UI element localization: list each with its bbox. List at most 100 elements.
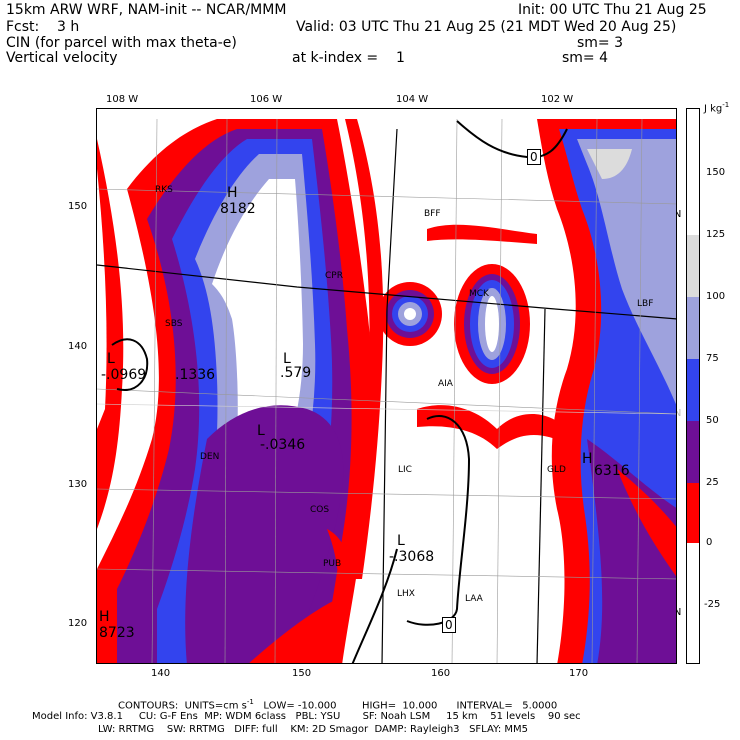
city-label: RKS xyxy=(155,185,173,195)
purple-region xyxy=(587,439,676,663)
white-gap xyxy=(404,308,416,320)
contour-line xyxy=(406,414,471,626)
contour-line xyxy=(111,338,149,391)
low-marker: L xyxy=(257,423,265,439)
lat-lon-grid xyxy=(97,403,676,415)
legend-swatch xyxy=(687,421,699,483)
init-time: Init: 00 UTC Thu 21 Aug 25 xyxy=(518,2,707,18)
lon-label: 106 W xyxy=(250,94,283,105)
grid-x-label: 160 xyxy=(431,668,451,679)
city-label: LAA xyxy=(465,594,483,604)
state-border xyxy=(554,308,676,320)
white-gap xyxy=(97,169,107,429)
red-region xyxy=(327,529,351,609)
city-label: LHX xyxy=(397,589,415,599)
city-label: GLD xyxy=(547,465,566,475)
legend-swatch xyxy=(687,297,699,359)
red-region xyxy=(249,599,339,663)
city-label: AIA xyxy=(438,379,453,389)
legend-unit: J kg-1 xyxy=(704,101,730,115)
lightblue-region xyxy=(577,139,676,405)
legend-swatch xyxy=(687,483,699,543)
red-region xyxy=(617,469,676,577)
color-legend xyxy=(686,108,700,664)
county-lines xyxy=(97,118,676,663)
lightgray-region xyxy=(587,149,632,179)
city-label: PUB xyxy=(323,559,342,569)
map-canvas xyxy=(97,118,676,663)
low-value: -.3068 xyxy=(389,549,435,565)
red-region xyxy=(345,119,384,579)
legend-tick: 0 xyxy=(706,537,713,548)
contour-line xyxy=(456,120,568,159)
low-marker: L xyxy=(283,351,291,367)
field-2-smoothing: sm= 4 xyxy=(562,50,609,66)
state-border xyxy=(381,128,398,663)
model-title: 15km ARW WRF, NAM-init -- NCAR/MMM xyxy=(6,2,287,18)
low-value: .1336 xyxy=(175,367,216,383)
lon-label: 102 W xyxy=(541,94,574,105)
field-2-title: Vertical velocity xyxy=(6,50,118,66)
legend-swatch xyxy=(687,235,699,297)
contour-label: 0 xyxy=(442,617,456,633)
city-label: MCK xyxy=(469,289,489,299)
high-marker: H xyxy=(582,451,593,467)
high-value: 8182 xyxy=(220,201,256,217)
grid-x-label: 170 xyxy=(569,668,589,679)
low-marker: L xyxy=(107,351,115,367)
model-info: Model Info: V3.8.1 CU: G-F Ens MP: WDM 6… xyxy=(32,711,581,722)
lon-label: 104 W xyxy=(396,94,429,105)
city-label: CPR xyxy=(325,271,343,281)
state-border xyxy=(536,308,546,663)
high-marker: H xyxy=(99,609,110,625)
contour-info: CONTOURS: UNITS=cm s-1 LOW= -10.000 HIGH… xyxy=(118,698,558,712)
contour-line xyxy=(351,548,398,663)
model-info-2: LW: RRTMG SW: RRTMG DIFF: full KM: 2D Sm… xyxy=(98,724,528,735)
grid-y-label: 120 xyxy=(68,618,88,629)
white-gap xyxy=(212,179,303,449)
grid-x-label: 150 xyxy=(292,668,312,679)
purple-region xyxy=(185,405,344,663)
contour-label: 0 xyxy=(527,149,541,165)
city-label: SBS xyxy=(165,319,183,329)
legend-tick: 25 xyxy=(706,477,719,488)
low-value: -.0969 xyxy=(101,367,147,383)
city-label: LIC xyxy=(398,465,412,475)
grid-y-label: 130 xyxy=(68,479,88,490)
legend-tick: 100 xyxy=(706,291,726,302)
city-label: DEN xyxy=(200,452,220,462)
low-value: -.0346 xyxy=(260,437,306,453)
grid-y-label: 150 xyxy=(68,201,88,212)
legend-tick: 125 xyxy=(706,229,726,240)
city-label: COS xyxy=(310,505,330,515)
cin-shading xyxy=(97,119,676,663)
state-borders xyxy=(97,128,676,663)
field-1-title: CIN (for parcel with max theta-e) xyxy=(6,35,237,51)
legend-tick: 50 xyxy=(706,415,719,426)
legend-swatch xyxy=(687,543,699,663)
state-border xyxy=(97,264,556,310)
legend-swatch xyxy=(687,109,699,235)
weather-map: RKS CPR BFF SBS AIA LIC COS PUB LHX LAA … xyxy=(96,108,677,664)
city-label: BFF xyxy=(424,209,441,219)
valid-time: Valid: 03 UTC Thu 21 Aug 25 (21 MDT Wed … xyxy=(296,19,677,35)
legend-swatch xyxy=(687,359,699,421)
high-value: 6316 xyxy=(594,463,630,479)
legend-tick: -25 xyxy=(704,599,721,610)
forecast-hour: Fcst: 3 h xyxy=(6,19,80,35)
white-gap xyxy=(485,296,499,352)
red-region xyxy=(97,139,124,529)
red-region xyxy=(427,224,537,244)
city-label: LBF xyxy=(637,299,654,309)
field-1-smoothing: sm= 3 xyxy=(577,35,624,51)
legend-tick: 75 xyxy=(706,353,719,364)
low-marker: L xyxy=(397,533,405,549)
high-value: 8723 xyxy=(99,625,135,641)
grid-x-label: 140 xyxy=(151,668,171,679)
grid-y-label: 140 xyxy=(68,341,88,352)
low-value: .579 xyxy=(280,365,312,381)
field-2-level: at k-index = 1 xyxy=(292,50,405,66)
high-marker: H xyxy=(227,185,238,201)
lon-label: 108 W xyxy=(106,94,139,105)
legend-tick: 150 xyxy=(706,167,726,178)
